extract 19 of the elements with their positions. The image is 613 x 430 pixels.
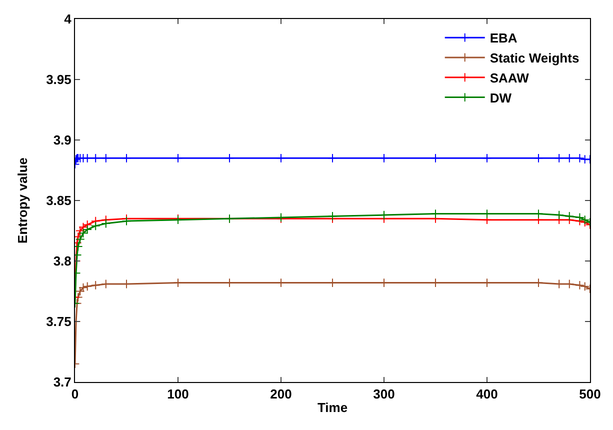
- legend-label: DW: [490, 90, 512, 106]
- legend-label: EBA: [490, 30, 518, 46]
- legend-label: SAAW: [490, 70, 530, 86]
- x-axis-title: Time: [317, 400, 348, 416]
- x-tick-label: 300: [373, 386, 395, 402]
- y-axis-title: Entropy value: [15, 158, 30, 244]
- legend-label: Static Weights: [490, 50, 580, 66]
- y-tick-label: 3.85: [46, 193, 72, 208]
- x-tick-label: 100: [167, 386, 189, 402]
- y-tick-label: 3.8: [53, 254, 72, 269]
- y-tick-label: 3.9: [53, 132, 72, 148]
- x-tick-label: 400: [476, 386, 498, 402]
- y-tick-label: 3.95: [46, 72, 72, 88]
- x-tick-label: 200: [270, 386, 292, 402]
- y-tick-label: 3.7: [53, 374, 72, 390]
- y-tick-label: 3.75: [46, 314, 72, 330]
- x-tick-label: 0: [71, 386, 79, 402]
- y-tick-label: 4: [64, 12, 72, 27]
- x-tick-label: 500: [579, 386, 601, 402]
